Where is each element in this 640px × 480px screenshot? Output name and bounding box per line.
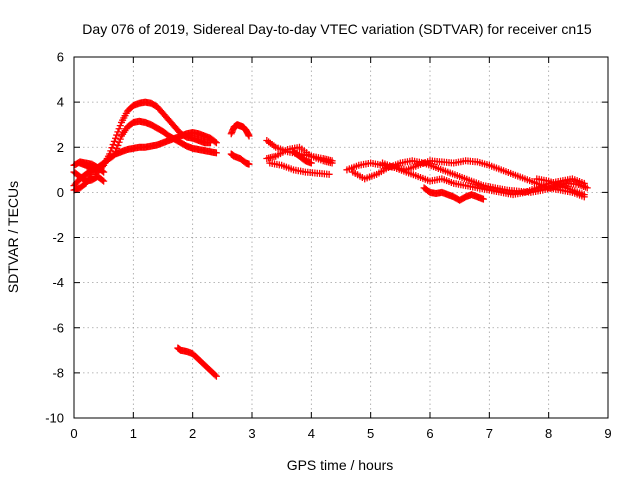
y-tick-label: 0 bbox=[57, 185, 64, 200]
data-point bbox=[107, 147, 115, 155]
data-point bbox=[100, 168, 108, 176]
y-tick-label: -8 bbox=[52, 365, 64, 380]
y-tick-label: -6 bbox=[52, 320, 64, 335]
data-point bbox=[88, 170, 96, 178]
data-marks bbox=[70, 98, 591, 380]
y-tick-label: 2 bbox=[57, 140, 64, 155]
data-point bbox=[100, 177, 108, 185]
series-late-c bbox=[379, 159, 588, 199]
data-point bbox=[325, 170, 333, 178]
chart-title: Day 076 of 2019, Sidereal Day-to-day VTE… bbox=[82, 21, 592, 37]
series-mid-d bbox=[263, 143, 336, 167]
y-axis-label: SDTVAR / TECUs bbox=[5, 181, 21, 293]
data-point bbox=[108, 144, 116, 152]
data-point bbox=[211, 371, 219, 379]
x-tick-label: 1 bbox=[130, 426, 137, 441]
x-tick-label: 2 bbox=[189, 426, 196, 441]
axis-ticks: 0 1 2 3 4 5 6 7 8 9 -10 -8 -6 -4 -2 0 2 4 6 bbox=[45, 50, 611, 442]
data-point bbox=[115, 138, 123, 146]
data-point bbox=[328, 159, 336, 167]
data-point bbox=[113, 131, 121, 139]
x-tick-label: 5 bbox=[367, 426, 374, 441]
data-point bbox=[115, 125, 123, 133]
data-point bbox=[583, 184, 591, 192]
data-point bbox=[307, 159, 315, 167]
y-tick-label: -4 bbox=[52, 275, 64, 290]
x-tick-label: 8 bbox=[545, 426, 552, 441]
data-point bbox=[116, 135, 124, 143]
series-mid-b bbox=[227, 150, 253, 168]
data-point bbox=[580, 191, 588, 199]
data-point bbox=[245, 132, 253, 140]
data-point bbox=[580, 179, 588, 187]
x-tick-label: 4 bbox=[308, 426, 315, 441]
series-mid-a bbox=[227, 121, 253, 140]
data-point bbox=[112, 134, 120, 142]
y-tick-label: 6 bbox=[57, 50, 64, 65]
series-negative-arc bbox=[174, 344, 220, 380]
grid bbox=[74, 57, 608, 418]
data-point bbox=[114, 141, 122, 149]
data-point bbox=[98, 167, 106, 175]
data-point bbox=[212, 149, 220, 157]
x-tick-label: 3 bbox=[248, 426, 255, 441]
x-axis-label: GPS time / hours bbox=[287, 457, 394, 473]
data-point bbox=[212, 139, 220, 147]
data-point bbox=[479, 195, 487, 203]
y-tick-label: 4 bbox=[57, 95, 64, 110]
data-point bbox=[109, 141, 117, 149]
x-tick-label: 6 bbox=[426, 426, 433, 441]
data-point bbox=[114, 128, 122, 136]
data-point bbox=[98, 176, 106, 184]
series-arc-middle bbox=[112, 117, 220, 157]
data-point bbox=[116, 122, 124, 130]
data-point bbox=[211, 138, 219, 146]
data-point bbox=[245, 160, 253, 168]
series-late-d bbox=[420, 184, 487, 204]
x-tick-label: 0 bbox=[70, 426, 77, 441]
y-tick-label: -10 bbox=[45, 411, 64, 426]
series-late-e bbox=[533, 175, 588, 199]
series-mid-f bbox=[290, 148, 315, 167]
x-tick-label: 9 bbox=[604, 426, 611, 441]
y-tick-label: -2 bbox=[52, 230, 64, 245]
series-early-c bbox=[70, 170, 96, 194]
x-tick-label: 7 bbox=[486, 426, 493, 441]
data-point bbox=[212, 372, 220, 380]
series-late-b bbox=[349, 157, 591, 196]
series-mid-e bbox=[266, 159, 333, 178]
data-point bbox=[110, 137, 118, 145]
